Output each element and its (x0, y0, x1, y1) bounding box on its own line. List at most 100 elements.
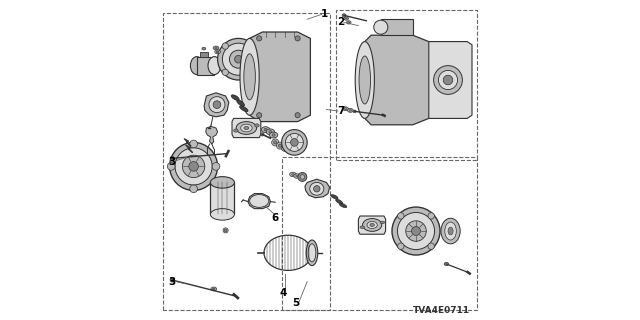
Ellipse shape (215, 50, 220, 54)
Polygon shape (305, 179, 330, 198)
Ellipse shape (349, 109, 352, 111)
Polygon shape (365, 35, 467, 125)
Ellipse shape (248, 43, 255, 49)
Ellipse shape (269, 131, 272, 133)
Circle shape (282, 144, 288, 151)
Ellipse shape (339, 203, 347, 208)
Text: 6: 6 (271, 212, 279, 223)
Ellipse shape (359, 56, 371, 104)
Ellipse shape (222, 69, 228, 76)
Ellipse shape (213, 46, 219, 50)
Text: TVA4E0711: TVA4E0711 (413, 306, 470, 315)
Ellipse shape (212, 163, 220, 170)
Ellipse shape (212, 288, 215, 290)
Ellipse shape (343, 107, 349, 111)
Ellipse shape (262, 127, 270, 132)
Ellipse shape (272, 134, 275, 136)
Ellipse shape (347, 21, 351, 24)
Ellipse shape (257, 113, 262, 118)
Ellipse shape (353, 110, 356, 113)
Ellipse shape (235, 55, 243, 63)
Ellipse shape (370, 223, 374, 227)
Circle shape (170, 156, 174, 160)
Ellipse shape (240, 38, 259, 115)
Ellipse shape (211, 177, 234, 188)
Ellipse shape (314, 186, 320, 192)
Polygon shape (250, 32, 310, 122)
Ellipse shape (168, 163, 175, 170)
Circle shape (170, 278, 174, 282)
Ellipse shape (230, 50, 248, 68)
Ellipse shape (255, 124, 259, 127)
Circle shape (276, 142, 284, 149)
Circle shape (272, 139, 279, 146)
Polygon shape (232, 118, 261, 138)
Ellipse shape (295, 113, 300, 118)
Ellipse shape (248, 69, 255, 76)
Ellipse shape (296, 175, 298, 177)
Ellipse shape (241, 124, 252, 132)
Ellipse shape (428, 213, 435, 219)
Ellipse shape (434, 66, 463, 94)
Ellipse shape (348, 108, 353, 112)
Circle shape (300, 175, 305, 179)
Circle shape (283, 146, 287, 149)
Ellipse shape (234, 129, 238, 132)
Ellipse shape (269, 132, 278, 138)
Ellipse shape (374, 20, 388, 34)
Ellipse shape (244, 126, 249, 130)
Ellipse shape (250, 195, 269, 207)
Polygon shape (206, 126, 218, 144)
Text: 2: 2 (337, 17, 344, 28)
Ellipse shape (438, 70, 458, 90)
Text: 3: 3 (168, 156, 176, 167)
Ellipse shape (397, 243, 404, 249)
Ellipse shape (362, 219, 382, 231)
Ellipse shape (191, 57, 204, 75)
Ellipse shape (223, 43, 255, 75)
Ellipse shape (266, 129, 275, 135)
Circle shape (278, 144, 282, 147)
Ellipse shape (213, 101, 221, 108)
Ellipse shape (249, 60, 257, 68)
Ellipse shape (307, 240, 317, 266)
Ellipse shape (189, 140, 197, 148)
Ellipse shape (428, 243, 435, 249)
Ellipse shape (241, 52, 265, 76)
Ellipse shape (291, 139, 298, 146)
Ellipse shape (244, 55, 262, 73)
Ellipse shape (236, 122, 257, 134)
Polygon shape (381, 19, 413, 35)
Ellipse shape (355, 42, 374, 118)
Ellipse shape (189, 185, 197, 193)
Ellipse shape (308, 244, 316, 262)
Ellipse shape (285, 133, 303, 151)
Polygon shape (197, 57, 214, 75)
Ellipse shape (443, 75, 453, 85)
Ellipse shape (392, 207, 440, 255)
Polygon shape (358, 216, 385, 234)
Ellipse shape (257, 36, 262, 41)
Ellipse shape (222, 43, 228, 49)
Ellipse shape (441, 218, 460, 244)
Text: 3: 3 (168, 277, 176, 287)
Ellipse shape (448, 227, 453, 235)
Text: 5: 5 (292, 298, 300, 308)
Ellipse shape (170, 142, 218, 190)
Ellipse shape (331, 195, 338, 199)
Ellipse shape (264, 128, 268, 131)
Ellipse shape (360, 226, 365, 228)
Ellipse shape (211, 209, 234, 220)
Ellipse shape (348, 22, 349, 23)
Ellipse shape (335, 199, 343, 204)
Ellipse shape (231, 95, 239, 100)
Ellipse shape (244, 54, 255, 100)
Ellipse shape (397, 213, 404, 219)
Ellipse shape (412, 227, 420, 236)
Text: 4: 4 (280, 288, 287, 298)
Ellipse shape (202, 47, 206, 50)
Ellipse shape (289, 172, 296, 177)
Ellipse shape (397, 212, 435, 250)
Ellipse shape (380, 221, 385, 224)
Ellipse shape (189, 162, 198, 171)
